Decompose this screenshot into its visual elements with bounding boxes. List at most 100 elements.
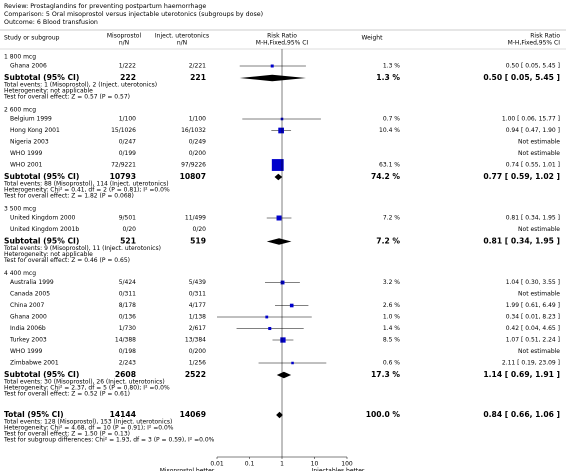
risk-ratio-cell: 0.84 [ 0.66, 1.06 ] (483, 410, 560, 419)
risk-ratio-cell: Not estimable (518, 139, 560, 146)
study-square (270, 64, 274, 68)
note: Total events: 30 (Misoprostol), 26 (Inje… (3, 379, 165, 386)
study-name: WHO 2001 (10, 162, 43, 169)
exp-cell: 14/388 (115, 337, 136, 344)
exp-cell: 1/730 (119, 325, 136, 332)
study-name: United Kingdom 2000 (10, 215, 76, 222)
exp-cell: 1/100 (119, 116, 136, 123)
study-square (276, 215, 282, 221)
ctrl-cell: 2/617 (189, 325, 206, 332)
ctrl-cell: 10807 (180, 172, 206, 181)
comparison: Comparison: 5 Oral misoprostol versus in… (4, 11, 263, 18)
summary-diamond (274, 173, 283, 181)
ctrl-cell: 0/200 (189, 150, 206, 157)
study-square (280, 280, 285, 285)
ctrl-cell: 16/1032 (181, 127, 206, 134)
study-square (278, 127, 284, 134)
exp-cell: 0/199 (119, 150, 136, 157)
ctrl-cell: 14069 (180, 410, 206, 419)
risk-ratio-cell: 0.34 [ 0.01, 8.23 ] (506, 314, 560, 321)
exp-cell: 14144 (110, 410, 136, 419)
exp-cell: 0/136 (119, 314, 136, 321)
exp-cell: 8/178 (119, 302, 136, 309)
weight-cell: 0.6 % (383, 360, 400, 367)
weight-cell: 2.6 % (383, 302, 400, 309)
summary-diamond (266, 238, 292, 245)
ctrl-cell: 5/439 (189, 279, 206, 286)
note: Total events: 1 (Misoprostol), 2 (Inject… (3, 82, 157, 89)
note: Total events: 9 (Misoprostol), 11 (Injec… (3, 245, 161, 252)
study-name: Belgium 1999 (10, 116, 52, 123)
subtotal-name: Subtotal (95% CI) (4, 73, 79, 82)
risk-ratio-cell: 0.81 [ 0.34, 1.95 ] (506, 215, 560, 222)
exp-cell: 2608 (115, 370, 136, 379)
weight-cell: 0.7 % (383, 116, 400, 123)
weight-cell: 100.0 % (366, 410, 401, 419)
ctrl-cell: 97/9226 (181, 162, 206, 169)
risk-ratio-cell: 0.50 [ 0.05, 5.45 ] (483, 73, 560, 82)
study-square (271, 159, 284, 171)
risk-ratio-cell: 0.77 [ 0.59, 1.02 ] (483, 172, 560, 181)
exp-cell: 0/20 (123, 226, 137, 233)
weight-cell: 8.5 % (383, 337, 400, 344)
exp-cell: 2/243 (119, 360, 136, 367)
study-name: Nigeria 2003 (10, 139, 49, 146)
weight-cell: 17.3 % (371, 370, 400, 379)
note: Test for overall effect: Z = 1.50 (P = 0… (3, 431, 130, 438)
weight-cell: 1.4 % (383, 325, 400, 332)
exp-cell: 72/9221 (111, 162, 136, 169)
note: Heterogeneity: Chi² = 4.68, df = 10 (P =… (4, 425, 174, 432)
exp-cell: 0/247 (119, 139, 136, 146)
exp-cell: 5/424 (119, 279, 136, 286)
x-label-left: Misoprostol better (160, 468, 215, 471)
exp-cell: 0/198 (119, 348, 136, 355)
column-header: Risk Ratio (530, 33, 560, 40)
ctrl-cell: 4/177 (189, 302, 206, 309)
risk-ratio-cell: 0.50 [ 0.05, 5.45 ] (506, 63, 560, 70)
ctrl-cell: 2522 (185, 370, 206, 379)
ctrl-cell: 2/221 (189, 63, 206, 70)
column-header: M-H,Fixed,95% CI (508, 40, 561, 47)
weight-cell: 1.3 % (376, 73, 400, 82)
column-header: n/N (177, 40, 187, 47)
risk-ratio-cell: 1.07 [ 0.51, 2.24 ] (506, 337, 560, 344)
risk-ratio-cell: 1.00 [ 0.06, 15.77 ] (502, 116, 560, 123)
column-header: Study or subgroup (4, 35, 60, 42)
subgroup-heading: 3 500 mcg (4, 206, 36, 213)
study-name: United Kingdom 2001b (10, 226, 79, 233)
column-header: Inject. uterotonics (155, 33, 209, 40)
weight-cell: 74.2 % (371, 172, 400, 181)
subgroup-heading: 2 600 mcg (4, 107, 36, 114)
risk-ratio-cell: 1.04 [ 0.30, 3.55 ] (506, 279, 560, 286)
study-name: Turkey 2003 (9, 337, 47, 344)
note: Total events: 88 (Misoprostol), 114 (Inj… (3, 181, 169, 188)
ctrl-cell: 221 (190, 73, 206, 82)
study-name: Canada 2005 (10, 291, 50, 298)
study-name: Ghana 2006 (10, 63, 47, 70)
exp-cell: 10793 (110, 172, 136, 181)
exp-cell: 1/222 (119, 63, 136, 70)
summary-diamond (239, 74, 306, 82)
review: Review: Prostaglandins for preventing po… (4, 3, 206, 10)
note: Test for overall effect: Z = 0.57 (P = 0… (3, 94, 130, 101)
x-tick-label: 1 (280, 461, 284, 468)
risk-ratio-cell: 0.74 [ 0.55, 1.01 ] (506, 162, 560, 169)
summary-diamond (276, 371, 292, 379)
note: Test for overall effect: Z = 0.46 (P = 0… (3, 257, 130, 264)
x-tick-label: 10 (311, 461, 319, 468)
ctrl-cell: 13/384 (185, 337, 206, 344)
exp-cell: 15/1026 (111, 127, 136, 134)
risk-ratio-cell: Not estimable (518, 150, 560, 157)
summary-diamond (276, 411, 283, 419)
x-tick-label: 0.1 (245, 461, 255, 468)
ctrl-cell: 1/256 (189, 360, 206, 367)
ctrl-cell: 1/138 (189, 314, 206, 321)
study-name: WHO 1999 (10, 348, 43, 355)
weight-cell: 10.4 % (379, 127, 400, 134)
column-header: M-H,Fixed,95% CI (256, 40, 309, 47)
subgroup-heading: 1 800 mcg (4, 54, 36, 61)
x-tick-label: 0.01 (210, 461, 224, 468)
subtotal-name: Subtotal (95% CI) (4, 370, 79, 379)
risk-ratio-cell: 0.81 [ 0.34, 1.95 ] (483, 237, 560, 246)
ctrl-cell: 0/200 (189, 348, 206, 355)
